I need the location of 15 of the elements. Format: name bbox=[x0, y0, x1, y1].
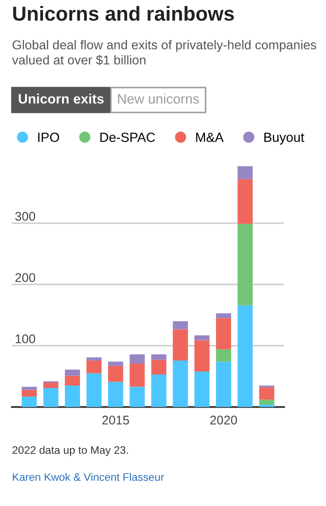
x-tick-label: 2020 bbox=[210, 416, 237, 425]
y-tick-label: 300 bbox=[15, 212, 36, 221]
legend-label: Buyout bbox=[264, 132, 304, 145]
y-tick-label: 100 bbox=[16, 334, 36, 344]
chart-title: Unicorns and rainbows bbox=[13, 6, 234, 21]
legend-label: De-SPAC bbox=[100, 132, 156, 142]
text: New unicorns bbox=[118, 94, 199, 104]
text: Unicorn exits bbox=[18, 94, 104, 104]
x-tick-label: 2015 bbox=[102, 416, 129, 425]
chart-subtitle: Global deal flow and exits of privately-held companies valued at over $1 billion bbox=[12, 40, 316, 66]
text: Karen Kwok & Vincent Flasseur bbox=[12, 472, 164, 481]
y-tick-label: 200 bbox=[15, 273, 36, 282]
legend-label: M&A bbox=[196, 132, 224, 142]
text: 2022 data up to May 23. bbox=[12, 446, 128, 456]
legend-label: IPO bbox=[38, 132, 60, 142]
